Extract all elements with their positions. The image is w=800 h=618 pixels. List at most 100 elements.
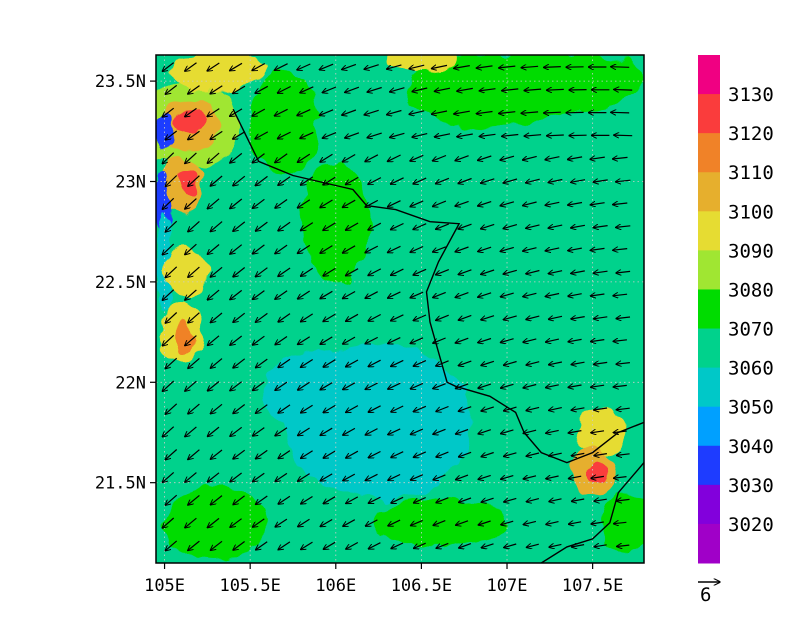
wind-vector [278,267,291,276]
wind-vector [478,337,492,343]
wind-vector [210,495,223,505]
wind-vector [185,517,197,528]
wind-vector [185,198,197,209]
wind-vector [275,199,288,209]
wind-vector [365,245,379,253]
wind-vector [548,180,563,183]
colorbar-swatch [698,133,720,173]
wind-vector [387,109,402,115]
wind-vector [410,245,424,253]
wind-vector [342,109,357,115]
wind-vector [413,223,427,230]
wind-vector [545,157,560,160]
wind-vector [365,199,379,207]
wind-vector [185,380,197,391]
wind-vector [432,154,447,161]
wind-vector [458,177,472,184]
wind-vector [549,544,562,547]
wind-vector [275,472,288,481]
wind-vector [458,406,472,412]
wind-vector [185,107,197,116]
colorbar-label: 3100 [728,201,774,223]
wind-vector [323,359,336,367]
contour-patch-3120 [174,107,206,136]
wind-vector [298,473,310,482]
wind-vector [481,406,494,411]
wind-vector [523,156,537,160]
wind-vector [503,178,518,183]
wind-vector [322,86,337,93]
wind-vector [616,408,630,410]
wind-vector [297,63,311,70]
wind-vector [343,427,356,435]
contour-patch-3090 [168,55,264,92]
wind-vector [502,135,519,137]
wind-vector [546,339,560,342]
wind-vector [614,522,627,523]
wind-vector [275,290,288,299]
wind-vector [230,472,242,482]
wind-vector [253,472,265,481]
wind-vector [188,312,200,323]
wind-vector [210,221,223,232]
wind-vector [278,358,291,367]
wind-vector [185,289,197,300]
wind-vector [345,132,360,138]
wind-vector [162,197,175,209]
wind-vector [549,408,562,411]
wind-vector [210,175,223,186]
wind-vector [523,202,537,206]
wind-vector [571,362,585,364]
wind-vector [501,476,514,480]
wind-vector [274,63,288,71]
wind-vector [188,85,200,94]
wind-vector [455,155,469,161]
x-tick-label: 107.5E [562,576,623,596]
colorbar-label: 3050 [728,397,774,419]
wind-vector [230,62,243,70]
wind-vector [481,360,495,365]
wind-vector [322,132,337,139]
wind-vector [188,266,200,277]
wind-vector [162,517,175,528]
wind-vector [320,153,333,162]
wind-vector [499,112,516,114]
colorbar-swatch [698,367,720,408]
contour-patch-3070 [164,486,268,559]
x-tick-label: 106.5E [391,576,452,596]
wind-vector [502,89,519,91]
wind-vector [277,85,291,94]
wind-vector [365,519,378,526]
wind-vector [391,451,404,458]
wind-vector [188,130,200,139]
wind-vector [523,476,537,479]
wind-vector [252,62,266,71]
wind-vector [390,177,404,184]
wind-vector [594,317,608,319]
wind-vector [614,135,633,136]
wind-vector [210,85,223,94]
wind-vector [459,543,472,548]
wind-vector [346,496,359,504]
contour-patch-3110 [173,320,198,353]
wind-vector [323,267,336,276]
wind-vector [526,179,540,183]
wind-vector [323,541,336,549]
contour-patch-3030 [156,115,175,148]
wind-vector [165,312,178,324]
wind-vector [278,495,291,504]
wind-vector [590,294,605,296]
wind-vector [503,269,517,274]
wind-vector [165,357,178,368]
wind-vector [571,453,585,455]
wind-vector [207,152,220,163]
wind-vector [391,496,404,503]
wind-vector [616,317,631,319]
wind-vector [388,200,401,207]
wind-vector [613,203,628,205]
wind-vector [455,337,469,343]
wind-vector [458,269,472,275]
wind-vector [162,426,175,437]
wind-vector [434,88,451,91]
wind-vector [568,476,582,478]
